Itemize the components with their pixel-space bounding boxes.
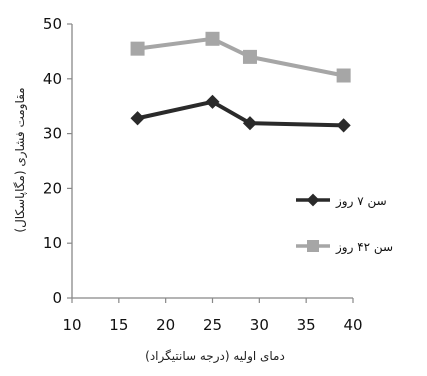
y-tick-label: 20 — [43, 179, 62, 197]
y-tick-label: 50 — [43, 15, 62, 33]
data-point-0 — [130, 111, 145, 126]
data-point-1 — [336, 68, 351, 83]
data-point-1 — [242, 49, 257, 64]
legend-marker-7day — [306, 193, 320, 207]
legend-label-7day: سن ۷ روز — [335, 194, 387, 209]
series-line-1 — [137, 36, 345, 78]
data-point-1 — [130, 41, 145, 56]
x-tick-label: 30 — [250, 316, 269, 334]
x-tick-label: 10 — [62, 316, 81, 334]
x-axis-title: دمای اولیه (درجه سانتیگراد) — [145, 349, 285, 364]
y-ticks: 0 10 20 30 40 50 — [43, 15, 72, 307]
legend-marker-42day — [307, 240, 319, 252]
y-tick-label: 10 — [43, 234, 62, 252]
legend-label-42day: سن ۴۲ روز — [335, 240, 393, 255]
series-line-0 — [137, 99, 344, 128]
series-layer — [130, 31, 351, 133]
y-axis-title: مقاومت فشاری (مگاپاسکال) — [13, 87, 28, 232]
y-tick-label: 30 — [43, 125, 62, 143]
x-tick-label: 20 — [156, 316, 175, 334]
x-ticks: 10 15 20 25 30 35 40 — [62, 298, 363, 334]
x-tick-label: 35 — [297, 316, 316, 334]
data-point-1 — [205, 31, 220, 46]
data-point-0 — [336, 118, 351, 133]
x-tick-label: 25 — [203, 316, 222, 334]
legend: سن ۷ روز سن ۴۲ روز — [296, 193, 393, 255]
x-tick-label: 40 — [343, 316, 362, 334]
y-tick-label: 40 — [43, 70, 62, 88]
axes — [71, 24, 353, 299]
x-tick-label: 15 — [109, 316, 128, 334]
y-tick-label: 0 — [52, 289, 62, 307]
